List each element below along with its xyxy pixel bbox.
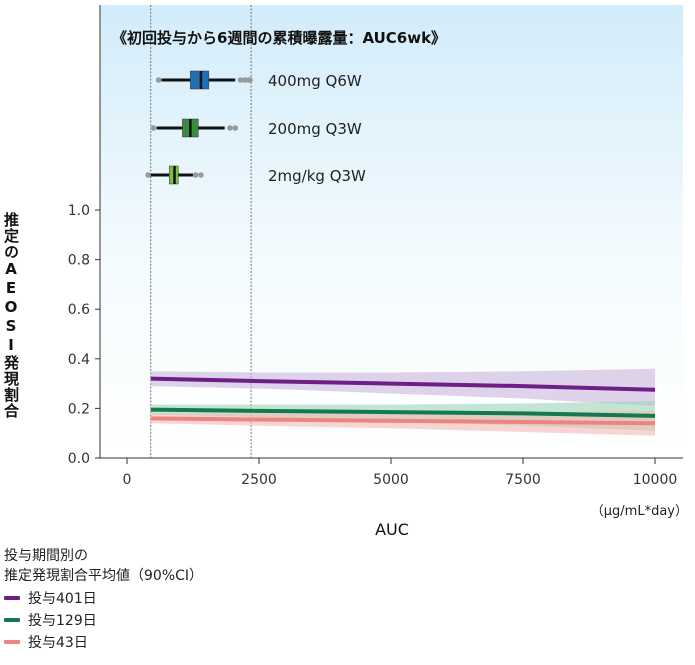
boxplot-label: 200mg Q3W (268, 120, 362, 138)
x-axis-label: AUC (375, 520, 409, 539)
boxplot-outlier (155, 77, 162, 83)
legend-item: 投与401日 (4, 588, 203, 608)
y-tick-label: 0.8 (68, 253, 90, 269)
x-tick-label: 10000 (633, 472, 678, 488)
boxplot-box (190, 70, 210, 90)
legend-label: 投与401日 (28, 591, 97, 607)
boxplot-outlier (150, 125, 157, 131)
boxplot-outlier (232, 125, 239, 131)
ci-band (150, 410, 655, 436)
legend: 投与期間別の 推定発現割合平均値（90%CI） 投与401日 投与129日 投与43… (4, 546, 203, 652)
legend-label: 投与43日 (28, 635, 88, 651)
chart-title: 《初回投与から6週間の累積曝露量：AUC6wk》 (112, 29, 446, 47)
boxplot-outlier (198, 172, 204, 178)
legend-title: 投与期間別の 推定発現割合平均値（90%CI） (4, 546, 203, 586)
legend-swatch (4, 640, 20, 644)
x-tick-label: 0 (123, 472, 132, 488)
legend-label: 投与129日 (28, 613, 97, 629)
boxplot-outlier (192, 172, 199, 178)
x-tick-label: 2500 (241, 472, 277, 488)
x-axis-unit: （μg/mL*day） (591, 504, 688, 519)
boxplot-outlier (145, 172, 151, 178)
legend-title-line: 推定発現割合平均値（90%CI） (4, 568, 204, 584)
x-tick-label: 7500 (505, 472, 541, 488)
legend-title-line: 投与期間別の (4, 548, 88, 564)
series-line (150, 376, 656, 392)
y-axis-label: 推定のAEOSI発現割合 (2, 212, 20, 419)
legend-items: 投与401日 投与129日 投与43日 (4, 588, 203, 652)
boxplot-outlier (247, 77, 253, 83)
x-tick-label: 5000 (373, 472, 409, 488)
series-line (150, 416, 656, 426)
y-tick-label: 1.0 (68, 203, 90, 219)
legend-item: 投与43日 (4, 632, 203, 652)
legend-swatch (4, 596, 20, 600)
boxplot-outlier (227, 125, 233, 131)
ci-band (150, 368, 655, 406)
y-tick-label: 0.2 (68, 401, 90, 417)
boxplot-label: 400mg Q6W (268, 72, 362, 90)
legend-swatch (4, 618, 20, 622)
legend-item: 投与129日 (4, 610, 203, 630)
y-tick-label: 0.0 (68, 451, 90, 467)
y-tick-label: 0.6 (68, 302, 90, 318)
series-line (150, 407, 656, 418)
y-tick-label: 0.4 (68, 352, 90, 368)
boxplot-label: 2mg/kg Q3W (268, 167, 366, 185)
boxplot-outlier (237, 77, 244, 83)
